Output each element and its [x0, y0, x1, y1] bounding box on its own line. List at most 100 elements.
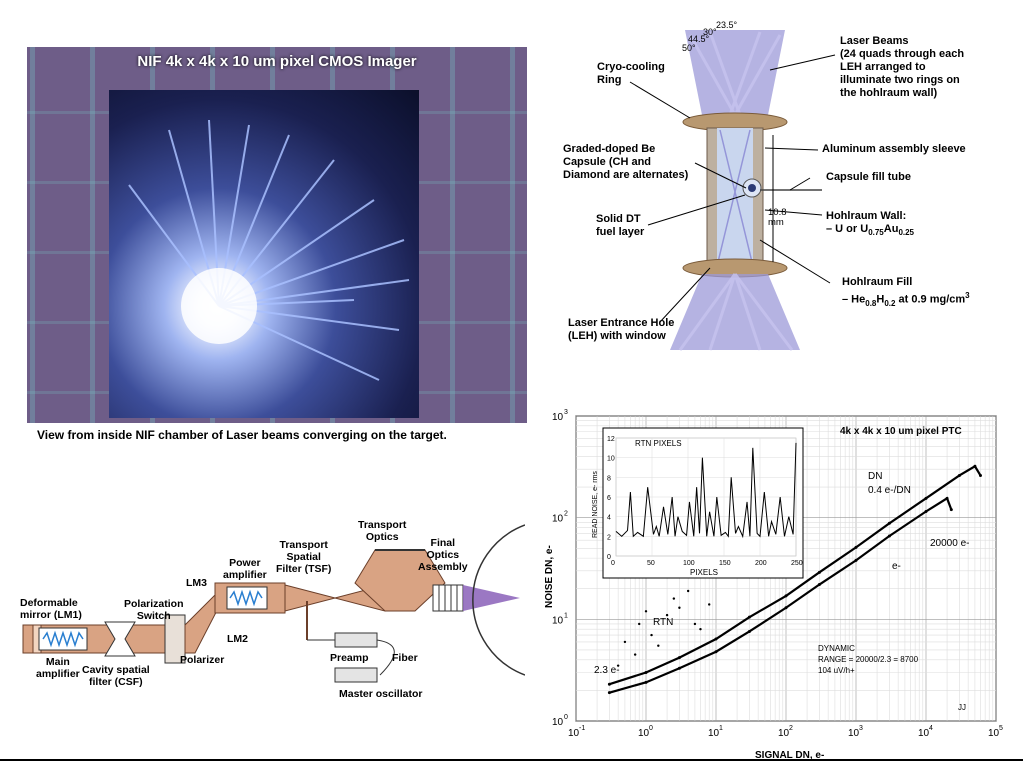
- angle-44: 44.5°: [688, 34, 710, 44]
- x-tick-exp: -1: [579, 725, 585, 732]
- series-point: [607, 682, 611, 686]
- rtn-point: [686, 589, 690, 593]
- imager-title: NIF 4k x 4k x 10 um pixel CMOS Imager: [137, 53, 417, 70]
- series-point: [887, 534, 891, 538]
- inset-y-tick: 8: [607, 475, 611, 482]
- inset-y-tick: 0: [607, 554, 611, 561]
- inset-y-tick: 10: [607, 456, 615, 463]
- inset-series-line: [615, 442, 797, 539]
- series-group: [607, 464, 982, 695]
- x-axis-label: SIGNAL DN, e-: [755, 750, 824, 760]
- inset-x-tick: 50: [647, 560, 655, 567]
- rtn-point: [678, 606, 681, 609]
- series-point: [677, 666, 681, 670]
- inset-x-tick: 100: [683, 560, 695, 567]
- series-point: [677, 656, 681, 660]
- series-point: [644, 670, 648, 674]
- inset-ylabel: READ NOISE, e- rms: [592, 471, 599, 538]
- label-dt-layer: Solid DT fuel layer: [596, 213, 645, 238]
- series-point: [747, 615, 751, 619]
- label-final-optics: Final Optics Assembly: [418, 537, 468, 573]
- ptc-chart: 10 -1 10 0 10 1 10 2 10 3 10 4 10 5 10 0 10 1 10 2 10 3 4k x …: [540, 408, 1010, 761]
- x-tick-exp: 2: [789, 725, 793, 732]
- x-tick-label: 10: [778, 728, 790, 739]
- rtn-point: [644, 610, 648, 613]
- x-tick-label: 10: [638, 728, 650, 739]
- target-chamber-outline: [472, 524, 525, 676]
- series-point: [957, 473, 961, 477]
- series-point: [973, 464, 977, 468]
- rtn-point: [672, 597, 676, 600]
- imager-photo: NIF 4k x 4k x 10 um pixel CMOS Imager: [27, 47, 527, 423]
- y-axis-label: NOISE DN, e-: [544, 545, 555, 608]
- label-lm2: LM2: [227, 633, 248, 645]
- ptc-chart-svg: 10 -1 10 0 10 1 10 2 10 3 10 4 10 510 010 110 210 3 4k x …: [544, 409, 1003, 761]
- label-polarization-switch: Polarization Switch: [124, 598, 184, 622]
- label-hohlraum-wall: Hohlraum Wall: – U or U0.75Au0.25: [826, 210, 915, 238]
- x-tick-label: 10: [988, 728, 1000, 739]
- label-tsf: Transport Spatial Filter (TSF): [276, 539, 332, 575]
- inset-y-tick: 12: [607, 436, 615, 443]
- annot-20000: 20000 e-: [930, 538, 969, 549]
- label-dimension: 10.8 mm: [768, 207, 787, 228]
- series-point: [924, 496, 928, 500]
- series-point: [784, 606, 788, 610]
- angle-23: 23.5°: [716, 20, 738, 30]
- rtn-point: [633, 653, 637, 656]
- label-master-oscillator: Master oscillator: [339, 688, 423, 700]
- inset-x-tick: 0: [611, 560, 615, 567]
- inset-x-tick: 150: [719, 560, 731, 567]
- y-tick-exp: 0: [564, 714, 568, 721]
- final-optics-assembly: [432, 584, 464, 612]
- hohlraum-diagram: [629, 30, 836, 351]
- rtn-point: [699, 627, 702, 631]
- power-amplifier-box: [226, 586, 268, 610]
- cavity-spatial-filter: [104, 621, 136, 657]
- annot-gain: 0.4 e-/DN: [868, 485, 911, 496]
- annot-dn: DN: [868, 471, 882, 482]
- rtn-point: [638, 622, 641, 626]
- x-tick-label: 10: [918, 728, 930, 739]
- inset-x-tick: 200: [755, 560, 767, 567]
- imager-caption: View from inside NIF chamber of Laser be…: [37, 428, 447, 442]
- bottom-rule: [0, 759, 1023, 761]
- inset-y-tick: 4: [607, 515, 611, 522]
- lower-beam-cone: [670, 274, 800, 350]
- series-point: [644, 680, 648, 684]
- series-point: [714, 637, 718, 641]
- x-tick-exp: 5: [999, 725, 1003, 732]
- label-sleeve: Aluminum assembly sleeve: [822, 143, 966, 155]
- rtn-point: [657, 644, 660, 647]
- label-capsule: Graded-doped Be Capsule (CH and Diamond …: [563, 143, 689, 181]
- series-point: [887, 521, 891, 525]
- annot-dynamic-3: 104 uV/h+: [818, 666, 855, 675]
- y-tick-label: 10: [552, 514, 564, 525]
- laser-beams-graphic: [128, 119, 410, 381]
- label-cavity-filter: Cavity spatial filter (CSF): [82, 664, 150, 688]
- laser-chain-diagram: [22, 524, 525, 683]
- label-polarizer: Polarizer: [180, 654, 225, 666]
- rtn-point: [623, 640, 627, 644]
- angle-30: 30°: [703, 27, 717, 37]
- y-tick-exp: 3: [564, 409, 568, 416]
- rtn-point: [708, 603, 711, 606]
- rtn-point: [693, 622, 697, 626]
- series-point: [817, 570, 821, 574]
- x-tick-exp: 3: [859, 725, 863, 732]
- x-tick-exp: 0: [649, 725, 653, 732]
- series-point: [817, 583, 821, 587]
- inset-x-tick: 250: [791, 560, 803, 567]
- label-leh: Laser Entrance Hole (LEH) with window: [568, 317, 675, 342]
- label-cryo-ring: Cryo-cooling Ring: [597, 61, 665, 86]
- label-fill-tube: Capsule fill tube: [826, 171, 911, 183]
- rtn-point: [616, 664, 620, 667]
- label-fiber: Fiber: [392, 652, 418, 664]
- series-point: [714, 650, 718, 654]
- inset-plot: 0 50 100 150 200 250 0 2 4 6 8 10 12: [607, 436, 803, 567]
- y-tick-exp: 2: [564, 511, 568, 518]
- annot-dynamic-2: RANGE = 20000/2.3 = 8700: [818, 655, 919, 664]
- upper-beam-cone: [685, 30, 785, 115]
- inset-xlabel: PIXELS: [690, 568, 718, 577]
- x-tick-exp: 1: [719, 725, 723, 732]
- inset-y-tick: 6: [607, 495, 611, 502]
